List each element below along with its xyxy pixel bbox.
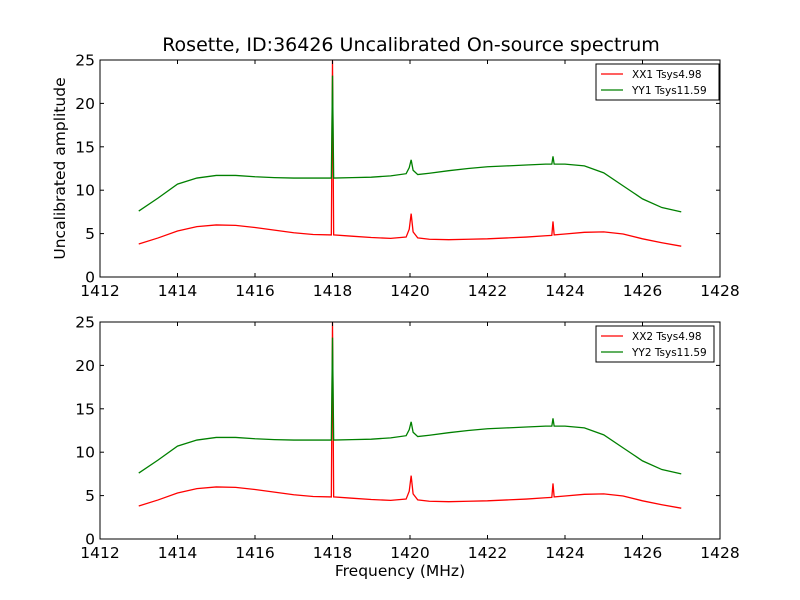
legend-label: YY2 Tsys11.59 [631, 347, 707, 359]
legend-label: XX2 Tsys4.98 [632, 331, 702, 343]
x-tick-label: 1418 [313, 544, 352, 562]
y-tick-label: 15 [75, 138, 95, 156]
y-tick-label: 0 [85, 531, 95, 549]
subplot-2: 1412 1414 1416 1418 1420 1422 1424 1426 1428 0 5 10… [75, 314, 739, 581]
subplot-1: 1412 1414 1416 1418 1420 1422 1424 1426 1428 0 5 10… [51, 52, 740, 301]
x-tick-label: 1420 [390, 544, 429, 562]
x-tick-label: 1416 [235, 282, 274, 300]
x-tick-label: 1416 [235, 544, 274, 562]
y-tick-label: 0 [85, 269, 95, 287]
legend-label: YY1 Tsys11.59 [631, 85, 707, 97]
x-tick-label: 1428 [700, 544, 739, 562]
y-tick-label: 25 [75, 314, 95, 332]
legend-box [595, 325, 715, 363]
legend-box [595, 63, 720, 101]
x-tick-label: 1422 [468, 544, 507, 562]
x-tick-label: 1424 [545, 544, 584, 562]
series-line-2-1 [138, 322, 682, 509]
x-tick-label: 1412 [80, 544, 119, 562]
y-tick-label: 15 [75, 400, 95, 418]
x-tick-label: 1418 [313, 282, 352, 300]
x-tick-label: 1426 [623, 544, 662, 562]
y-tick-label: 20 [75, 357, 95, 375]
y-tick-label: 10 [75, 182, 95, 200]
y-tick-label: 10 [75, 444, 95, 462]
x-tick-label: 1414 [158, 282, 197, 300]
y-tick-label: 20 [75, 95, 95, 113]
x-axis-label: Frequency (MHz) [335, 562, 465, 580]
x-tick-label: 1428 [700, 282, 739, 300]
series-line-1-2 [138, 75, 682, 213]
y-tick-label: 25 [75, 52, 95, 70]
series-line-2-2 [138, 337, 682, 475]
y-tick-label: 5 [85, 487, 95, 505]
y-axis-label: Uncalibrated amplitude [51, 77, 69, 259]
x-tick-label: 1412 [80, 282, 119, 300]
legend: XX1 Tsys4.98 YY1 Tsys11.59 [595, 63, 720, 101]
legend-label: XX1 Tsys4.98 [632, 69, 702, 81]
x-tick-label: 1422 [468, 282, 507, 300]
x-tick-label: 1420 [390, 282, 429, 300]
x-tick-label: 1414 [158, 544, 197, 562]
series-line-1-1 [138, 60, 682, 247]
x-tick-label: 1426 [623, 282, 662, 300]
x-tick-label: 1424 [545, 282, 584, 300]
y-tick-label: 5 [85, 225, 95, 243]
legend: XX2 Tsys4.98 YY2 Tsys11.59 [595, 325, 715, 363]
chart-title: Rosette, ID:36426 Uncalibrated On-source… [162, 34, 660, 56]
